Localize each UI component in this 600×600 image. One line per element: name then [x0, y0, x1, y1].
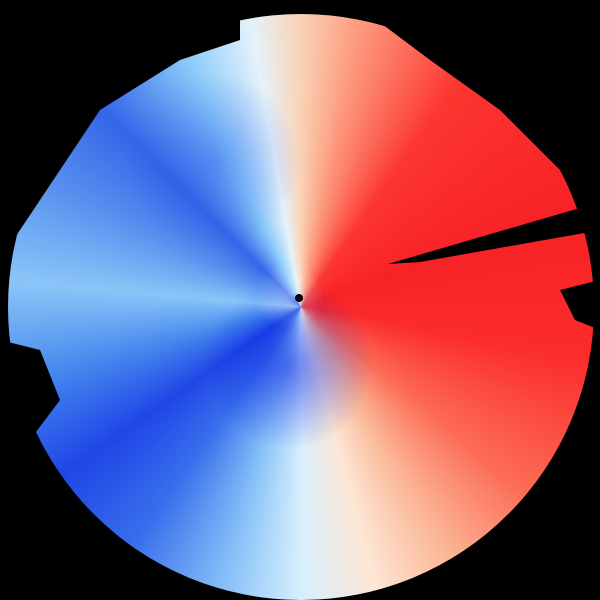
no-data-edge-topleft — [0, 0, 240, 260]
no-data-edge-right — [560, 280, 600, 330]
radar-site-marker — [295, 294, 303, 302]
velocity-disc — [8, 14, 594, 600]
beam-blockage-wedge — [388, 205, 590, 264]
no-data-edge-left — [0, 340, 60, 450]
no-data-edge-topright — [350, 0, 600, 190]
